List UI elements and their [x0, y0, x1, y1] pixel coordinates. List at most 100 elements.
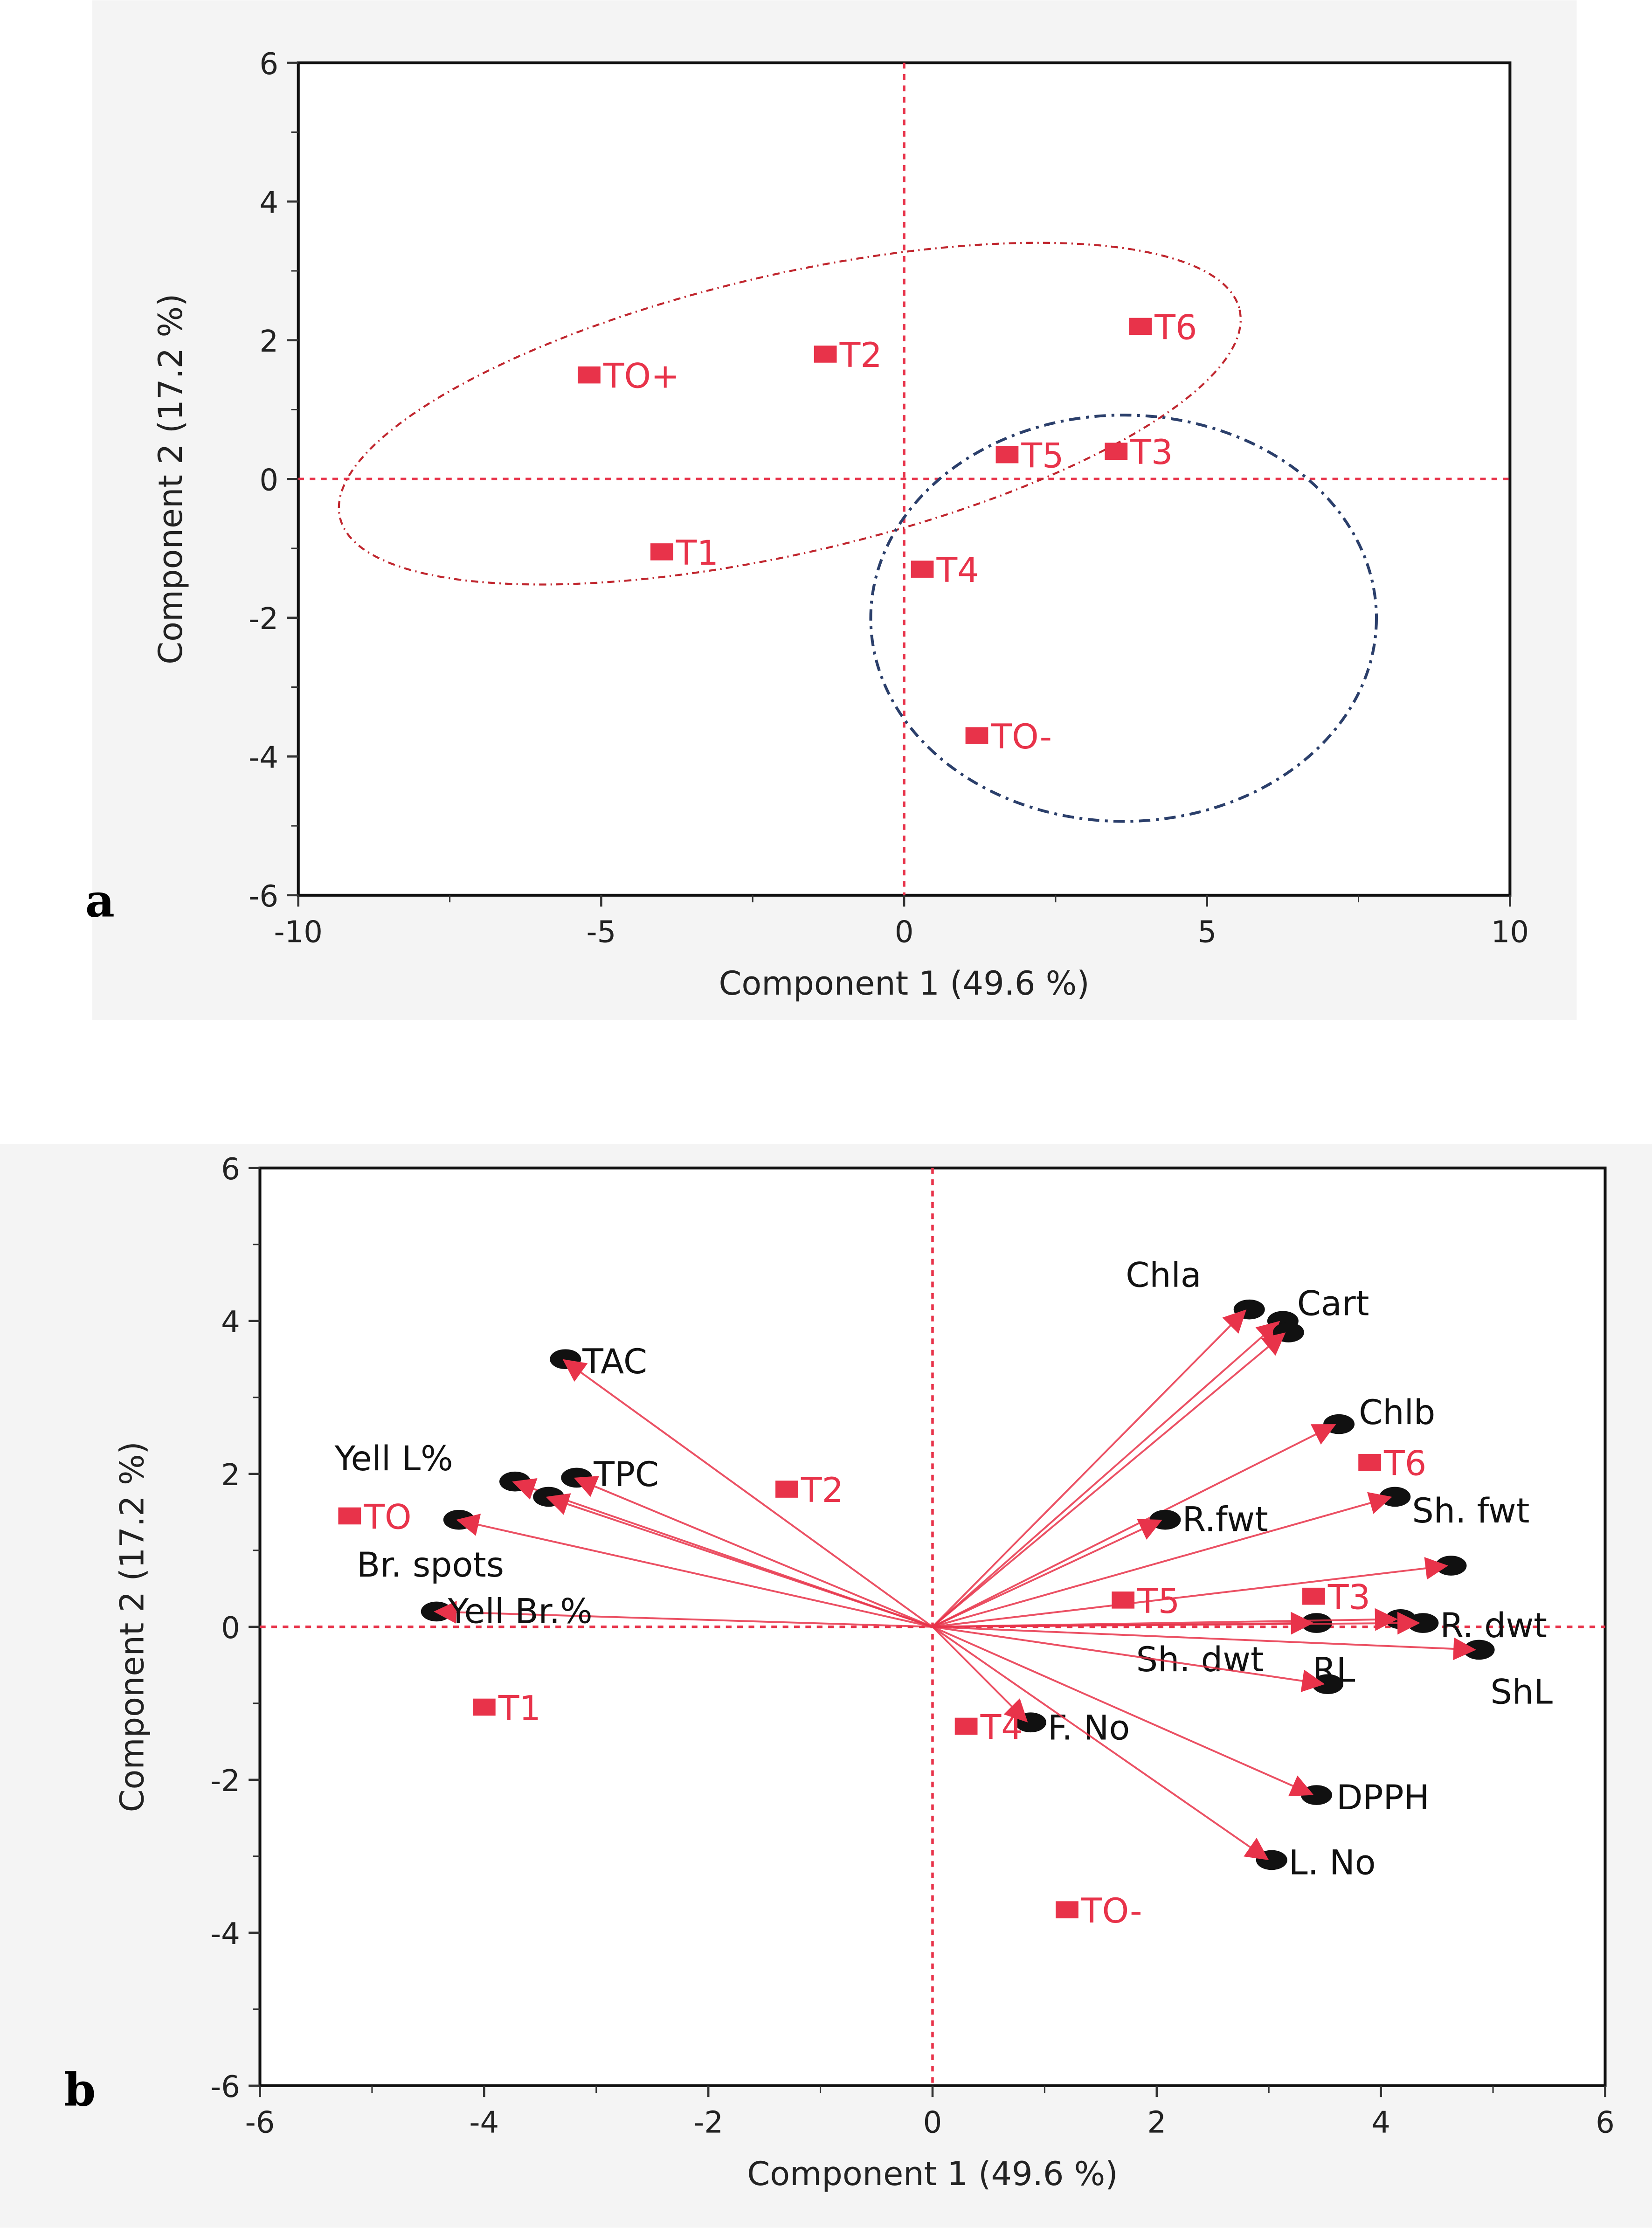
y-tick-label: 2 — [259, 325, 278, 359]
y-tick-label: -4 — [249, 741, 278, 775]
data-point-label: TO — [363, 1497, 411, 1537]
data-point-label: T4 — [936, 551, 979, 590]
y-tick-label: 2 — [221, 1458, 240, 1493]
data-point-label: T5 — [1137, 1582, 1180, 1621]
data-point-marker — [578, 366, 601, 384]
vector-label: TAC — [582, 1342, 647, 1382]
data-point-marker — [1302, 1587, 1325, 1605]
loading-vector — [562, 1358, 933, 1628]
y-axis-title: Component 2 (17.2 %) — [113, 1441, 152, 1812]
y-tick-label: 4 — [221, 1305, 240, 1340]
data-point-marker — [965, 727, 988, 744]
x-axis-title: Component 1 (49.6 %) — [719, 964, 1089, 1003]
data-point-marker — [775, 1481, 798, 1498]
vector-label: Chla — [1126, 1255, 1202, 1295]
data-point-label: T1 — [498, 1688, 541, 1728]
data-point-label: T2 — [839, 336, 882, 375]
loading-vector — [573, 1477, 933, 1628]
data-point-marker — [911, 560, 934, 578]
data-point-marker — [472, 1698, 496, 1716]
vector-label: F. No — [1048, 1708, 1130, 1748]
vector-label: DPPH — [1336, 1778, 1429, 1818]
vector-tip-dot — [1435, 1556, 1467, 1576]
group-ellipse-blue — [869, 414, 1378, 823]
data-point-marker — [338, 1507, 361, 1525]
x-tick-label: -6 — [245, 2105, 275, 2140]
vector-label: L. No — [1289, 1843, 1376, 1882]
loading-vector — [932, 1622, 1420, 1628]
x-tick-label: 4 — [1371, 2105, 1390, 2140]
data-point-label: T5 — [1021, 436, 1064, 476]
x-tick-label: -5 — [587, 915, 616, 949]
loading-vector — [932, 1320, 1281, 1628]
vector-arrowhead — [1261, 1332, 1286, 1356]
data-point-label: T6 — [1383, 1444, 1426, 1484]
loading-vector — [545, 1496, 933, 1628]
vector-arrowhead — [1255, 1321, 1280, 1345]
x-tick-label: 10 — [1491, 915, 1529, 949]
vector-tip-dot — [1312, 1674, 1344, 1695]
data-point-marker — [995, 446, 1019, 464]
vector-tip-dot — [1407, 1613, 1439, 1633]
vector-arrowhead — [1222, 1309, 1247, 1334]
data-point-marker — [1112, 1591, 1135, 1609]
data-point-label: T4 — [980, 1708, 1023, 1747]
vector-label: TPC — [593, 1455, 659, 1495]
data-point-marker — [1358, 1453, 1381, 1471]
data-point-marker — [1129, 318, 1152, 335]
vector-label: R. dwt — [1440, 1606, 1547, 1646]
score-plot-a: -10 -5 0 5 10 -6 -4 -2 0 2 4 6 Component 1 (49.6 %) C… — [152, 47, 1529, 1003]
vector-arrowhead — [1397, 1612, 1420, 1635]
vector-label: ShL — [1490, 1673, 1553, 1712]
loading-vector — [932, 1496, 1393, 1628]
y-tick-label: -2 — [249, 602, 278, 637]
vector-arrowhead — [1003, 1698, 1028, 1723]
vector-arrowhead — [1375, 1608, 1398, 1631]
vector-arrowhead — [434, 1601, 457, 1624]
biplot-b: -6 -4 -2 0 2 4 6 -6 -4 -2 0 2 4 6 Component 1 (49.6 %)… — [113, 1152, 1615, 2193]
loading-vector — [456, 1519, 933, 1628]
data-point-label: T2 — [801, 1471, 843, 1510]
vector-arrowhead — [1424, 1557, 1448, 1580]
data-point-label: T3 — [1327, 1578, 1370, 1618]
y-tick-label: 4 — [259, 186, 278, 221]
data-point-marker — [1056, 1901, 1078, 1918]
data-point-label: TO+ — [603, 357, 679, 396]
y-axis-title: Component 2 (17.2 %) — [152, 294, 190, 664]
x-tick-label: -10 — [274, 915, 323, 949]
x-tick-label: 6 — [1596, 2105, 1615, 2140]
data-point-marker — [954, 1717, 978, 1735]
vector-arrowhead — [1244, 1838, 1269, 1860]
data-point-label: T1 — [676, 533, 719, 573]
loading-vector — [932, 1308, 1247, 1628]
loading-vector — [932, 1626, 1325, 1685]
data-point-marker — [1105, 443, 1128, 460]
vector-arrowhead — [1288, 1775, 1314, 1797]
vector-label: Yell L% — [334, 1439, 453, 1479]
vector-arrowhead — [1453, 1637, 1476, 1661]
data-point-label: T3 — [1130, 433, 1173, 472]
y-tick-label: 6 — [259, 47, 278, 82]
data-point-label: TO- — [1081, 1891, 1142, 1931]
vector-arrowhead — [1137, 1519, 1162, 1540]
vector-arrowhead — [1310, 1424, 1336, 1445]
y-tick-label: -6 — [249, 879, 278, 914]
loading-vector — [932, 1626, 1270, 1861]
vector-arrowhead — [1300, 1669, 1325, 1692]
x-tick-label: 0 — [895, 915, 914, 949]
y-tick-label: -4 — [210, 1917, 240, 1951]
loading-vector — [932, 1626, 1314, 1796]
vector-label: Br. spots — [357, 1545, 504, 1585]
loading-vector — [932, 1519, 1163, 1628]
vector-arrowhead — [512, 1478, 538, 1500]
vector-label: R.fwt — [1182, 1500, 1268, 1540]
vector-label: Chlb — [1359, 1393, 1435, 1432]
x-tick-label: -4 — [469, 2105, 499, 2140]
vector-label: Yell Br.% — [448, 1591, 593, 1631]
y-tick-label: 6 — [221, 1152, 240, 1187]
x-axis-title: Component 1 (49.6 %) — [747, 2155, 1118, 2193]
y-tick-label: -6 — [210, 2070, 240, 2104]
loading-vector — [932, 1564, 1449, 1628]
y-tick-label: 0 — [221, 1611, 240, 1646]
y-tick-label: -2 — [210, 1764, 240, 1799]
